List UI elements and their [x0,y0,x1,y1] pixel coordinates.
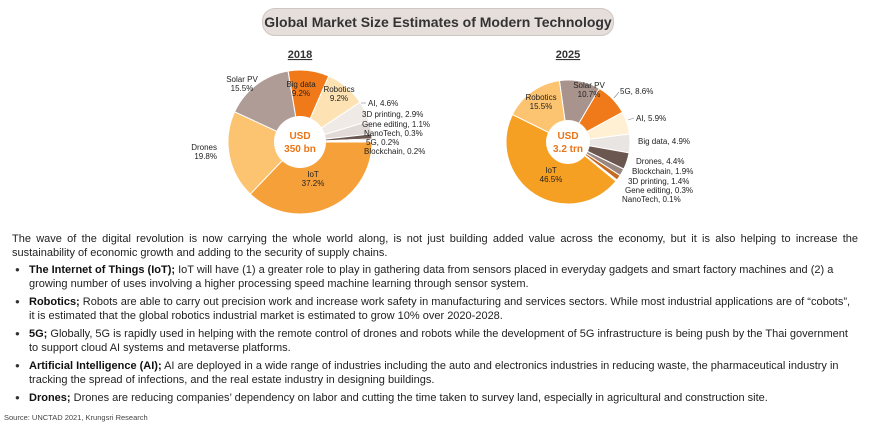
slice-label-nanotech: NanoTech, 0.3% [364,129,423,138]
slice-label-big-data: Big data, 4.9% [638,137,690,146]
slice-label-robotics: Robotics [525,93,556,102]
slice-label-iot: IoT [307,170,319,179]
slice-label-blockchain: Blockchain, 0.2% [364,147,425,156]
bullet-body: Drones are reducing companies’ dependenc… [70,392,768,404]
bullet-body: AI are deployed in a wide range of indus… [29,360,839,386]
chart-year-title: 2025 [556,49,580,61]
slice-label-drones: Drones, 4.4% [636,157,684,166]
slice-value-drones: 19.8% [194,152,217,161]
slice-value-robotics: 9.2% [330,94,348,103]
slice-value-iot: 37.2% [302,179,325,188]
slice-label-big-data: Big data [286,80,316,89]
bullet-drones: Drones; Drones are reducing companies’ d… [12,391,858,405]
bullet-term: Robotics; [29,296,80,308]
slice-label-solar-pv: Solar PV [226,75,258,84]
slice-label-solar-pv: Solar PV [573,81,605,90]
center-label-amount: 350 bn [284,144,316,155]
bullet-5g: 5G; Globally, 5G is rapidly used in help… [12,327,858,355]
slice-label-ai: AI, 5.9% [636,114,666,123]
bullet-term: Drones; [29,392,71,404]
slice-label-gene-editing: Gene editing, 1.1% [362,120,430,129]
bullet-ai: Artificial Intelligence (AI); AI are dep… [12,359,858,387]
bullet-term: 5G; [29,328,48,340]
bullet-list: The Internet of Things (IoT); IoT will h… [12,263,858,409]
slice-value-robotics: 15.5% [530,102,553,111]
slice-value-solar-pv: 10.7% [578,90,601,99]
bullet-term: Artificial Intelligence (AI); [29,360,162,372]
chart-title: Global Market Size Estimates of Modern T… [262,8,614,36]
source-note: Source: UNCTAD 2021, Krungsri Research [4,413,148,422]
center-label-currency: USD [557,131,578,142]
slice-value-solar-pv: 15.5% [231,84,254,93]
chart-year-title: 2018 [288,49,312,61]
slice-label-robotics: Robotics [323,85,354,94]
center-label-amount: 3.2 trn [553,144,583,155]
slice-label-3d-printing: 3D printing, 1.4% [628,177,689,186]
slice-label-blockchain: Blockchain, 1.9% [632,167,693,176]
bullet-iot: The Internet of Things (IoT); IoT will h… [12,263,858,291]
slice-value-big-data: 9.2% [292,89,310,98]
slice-label-gene-editing: Gene editing, 0.3% [625,186,693,195]
slice-label-ai: AI, 4.6% [368,99,398,108]
bullet-body: Robots are able to carry out precision w… [29,296,851,322]
slice-label-5g: 5G, 8.6% [620,87,653,96]
bullet-term: The Internet of Things (IoT); [29,264,176,276]
slice-value-iot: 46.5% [540,175,563,184]
center-label-currency: USD [289,131,310,142]
bullet-body: IoT will have (1) a greater role to play… [29,264,834,290]
slice-label-iot: IoT [545,166,557,175]
bullet-body: Globally, 5G is rapidly used in helping … [29,328,848,354]
slice-label-3d-printing: 3D printing, 2.9% [362,110,423,119]
bullet-robotics: Robotics; Robots are able to carry out p… [12,295,858,323]
slice-label-5g: 5G, 0.2% [366,138,399,147]
slice-label-nanotech: NanoTech, 0.1% [622,195,681,204]
donut-hole [546,120,590,164]
donut-hole [274,116,326,168]
leader-line-5g [613,91,620,99]
pie-slice-iot [249,141,373,215]
intro-paragraph: The wave of the digital revolution is no… [12,233,858,259]
pie-slice-drones [227,111,301,195]
leader-line-ai [627,117,635,121]
slice-label-drones: Drones [191,143,217,152]
